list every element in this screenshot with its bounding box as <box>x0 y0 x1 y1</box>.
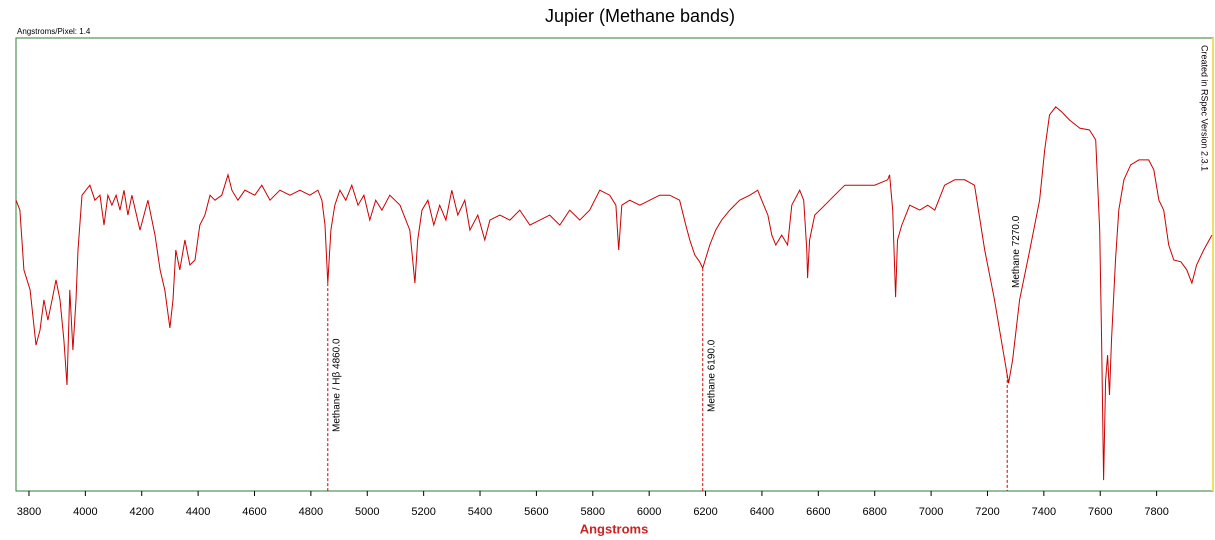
x-tick-label: 6800 <box>862 506 886 518</box>
x-tick-label: 7600 <box>1088 506 1112 518</box>
spectrum-line <box>15 106 1213 481</box>
x-tick-label: 5400 <box>468 506 492 518</box>
x-tick-label: 5200 <box>411 506 435 518</box>
x-tick-label: 5000 <box>355 506 379 518</box>
marker-label: Methane / Hβ 4860.0 <box>331 338 342 432</box>
x-tick-label: 6400 <box>750 506 774 518</box>
x-axis-label: Angstroms <box>580 521 649 536</box>
x-tick-label: 7400 <box>1032 506 1056 518</box>
x-tick-label: 7800 <box>1144 506 1168 518</box>
x-tick-label: 4400 <box>186 506 210 518</box>
x-tick-label: 4000 <box>73 506 97 518</box>
x-tick-label: 4800 <box>299 506 323 518</box>
credit: Created in RSpec Version 2.3.1 <box>1200 45 1210 171</box>
x-tick-label: 7200 <box>975 506 999 518</box>
x-tick-label: 6200 <box>693 506 717 518</box>
x-tick-label: 3800 <box>17 506 41 518</box>
x-tick-label: 5600 <box>524 506 548 518</box>
plot-frame <box>15 37 1214 492</box>
x-tick-label: 6600 <box>806 506 830 518</box>
x-tick-label: 5800 <box>581 506 605 518</box>
marker-label: Methane 6190.0 <box>706 339 717 412</box>
note: Angstroms/Pixel: 1.4 <box>17 27 91 36</box>
marker-label: Methane 7270.0 <box>1011 215 1022 288</box>
x-tick-label: 6000 <box>637 506 661 518</box>
x-tick-label: 4200 <box>129 506 153 518</box>
chart-title: Jupier (Methane bands) <box>545 6 735 26</box>
x-tick-label: 7000 <box>919 506 943 518</box>
x-tick-label: 4600 <box>242 506 266 518</box>
